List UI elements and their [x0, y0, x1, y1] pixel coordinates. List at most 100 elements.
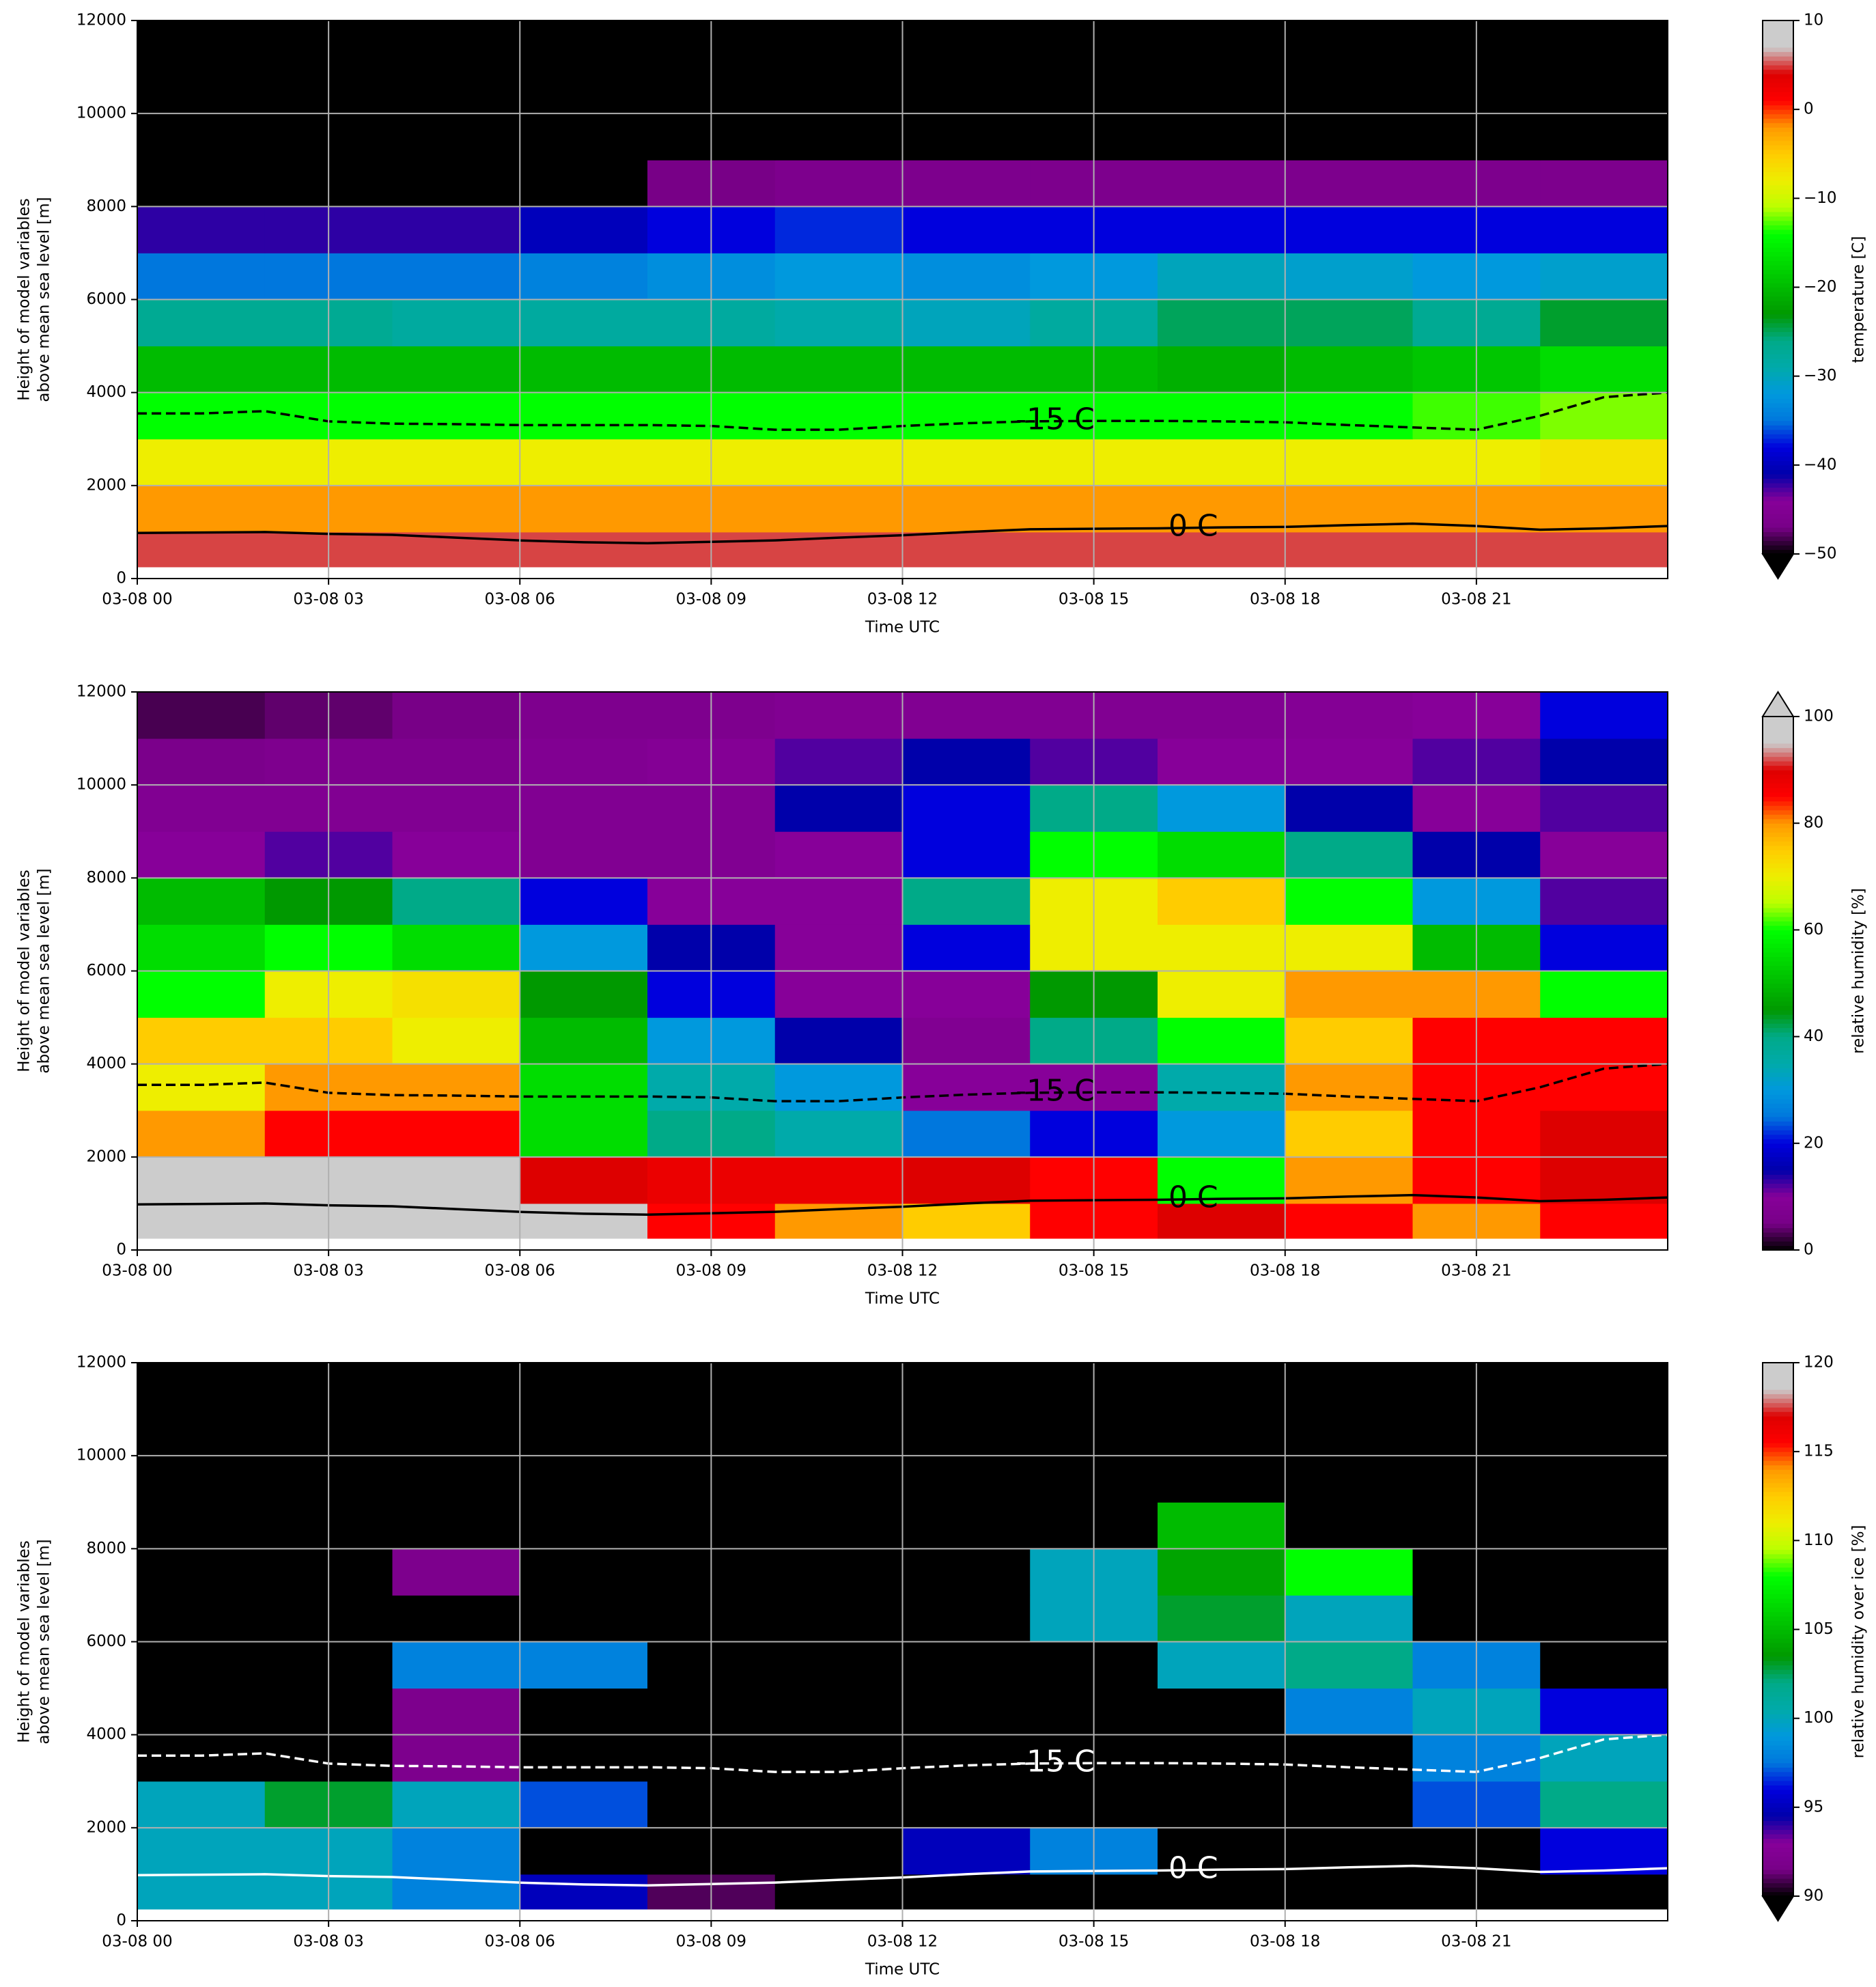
heatmap-cell — [520, 1827, 648, 1875]
colorbar-slice — [1763, 983, 1793, 988]
colorbar-slice — [1763, 1023, 1793, 1029]
heatmap-cell — [520, 878, 648, 925]
heatmap-cell — [392, 1502, 520, 1549]
heatmap-cell — [1540, 1502, 1668, 1549]
heatmap-cell — [137, 971, 266, 1018]
heatmap-cell — [1540, 924, 1668, 971]
colorbar-slice — [1763, 1001, 1793, 1006]
colorbar-extend — [1761, 691, 1795, 717]
heatmap-cell — [137, 1734, 266, 1782]
colorbar-slice — [1763, 163, 1793, 168]
colorbar-slice — [1763, 202, 1793, 208]
heatmap-cell — [137, 1595, 266, 1642]
colorbar-slice — [1763, 1571, 1793, 1576]
colorbar-slice — [1763, 83, 1793, 88]
colorbar-slice — [1763, 211, 1793, 217]
heatmap-cell — [392, 253, 520, 300]
colorbar-extend — [1761, 553, 1795, 580]
heatmap-cell — [1540, 1595, 1668, 1642]
heatmap-cell — [392, 439, 520, 486]
colorbar-slice — [1763, 87, 1793, 92]
colorbar-slice — [1763, 1838, 1793, 1844]
heatmap-cell — [1540, 1363, 1668, 1410]
heatmap-cell — [137, 924, 266, 971]
heatmap-cell — [774, 1734, 903, 1782]
colorbar-slice — [1763, 889, 1793, 895]
colorbar-slice — [1763, 372, 1793, 377]
colorbar-slice — [1763, 1567, 1793, 1572]
heatmap-cell — [902, 878, 1031, 925]
heatmap-cell — [1285, 1548, 1413, 1596]
colorbar-slice — [1763, 25, 1793, 30]
heatmap-cell — [902, 392, 1031, 440]
heatmap-cell — [137, 1156, 266, 1204]
heatmap-cell — [1158, 1064, 1286, 1111]
colorbar-slice — [1763, 207, 1793, 212]
colorbar-slice — [1763, 349, 1793, 355]
heatmap-cell — [1285, 1017, 1413, 1065]
heatmap-cell — [1540, 738, 1668, 786]
colorbar-slice — [1763, 438, 1793, 443]
heatmap-cell — [902, 1156, 1031, 1204]
colorbar-slice — [1763, 38, 1793, 44]
colorbar-slice — [1763, 1758, 1793, 1764]
colorbar-slice — [1763, 255, 1793, 262]
colorbar-slice — [1763, 947, 1793, 953]
heatmap-cell — [137, 531, 266, 568]
colorbar-slice — [1763, 1018, 1793, 1024]
y-axis-label: above mean sea level [m] — [36, 868, 53, 1073]
colorbar-label: relative humidity [%] — [1850, 888, 1868, 1054]
heatmap-cell — [1540, 831, 1668, 878]
colorbar-slice — [1763, 988, 1793, 993]
colorbar-tick-label: 80 — [1804, 814, 1823, 832]
heatmap-cell — [137, 346, 266, 393]
heatmap-cell — [137, 1688, 266, 1736]
contour-label: 0 C — [1168, 1180, 1218, 1215]
heatmap-cell — [902, 1502, 1031, 1549]
x-tick-label: 03-08 21 — [1441, 1933, 1511, 1951]
heatmap-cell — [774, 878, 903, 925]
heatmap-cell — [392, 692, 520, 739]
heatmap-cell — [1158, 392, 1286, 440]
heatmap-cell — [902, 160, 1031, 207]
heatmap-cell — [774, 253, 903, 300]
heatmap-cell — [774, 692, 903, 739]
colorbar-slice — [1763, 1665, 1793, 1670]
colorbar-slice — [1763, 305, 1793, 310]
heatmap-cell — [520, 692, 648, 739]
heatmap-cell — [1285, 206, 1413, 253]
x-tick-label: 03-08 06 — [485, 1262, 555, 1280]
heatmap-cell — [1158, 785, 1286, 832]
colorbar-slice — [1763, 1192, 1793, 1197]
heatmap-cell — [902, 299, 1031, 347]
colorbar-slice — [1763, 296, 1793, 301]
colorbar-slice — [1763, 1219, 1793, 1224]
colorbar-slice — [1763, 1714, 1793, 1719]
heatmap-cell — [902, 831, 1031, 878]
colorbar-slice — [1763, 738, 1793, 744]
colorbar-slice — [1763, 1687, 1793, 1693]
heatmap-cell — [1158, 1363, 1286, 1410]
colorbar-slice — [1763, 1425, 1793, 1430]
heatmap-cell — [902, 1064, 1031, 1111]
heatmap-cell — [902, 1827, 1031, 1875]
heatmap-cell — [902, 1203, 1031, 1239]
colorbar-slice — [1763, 301, 1793, 306]
heatmap-cell — [520, 439, 648, 486]
x-tick-label: 03-08 09 — [676, 591, 746, 609]
colorbar-slice — [1763, 841, 1793, 846]
heatmap-cell — [520, 531, 648, 568]
heatmap-cell — [1285, 1641, 1413, 1689]
colorbar-slice — [1763, 1416, 1793, 1421]
heatmap-cell — [392, 1548, 520, 1596]
heatmap-cell — [392, 485, 520, 533]
heatmap-cell — [1540, 439, 1668, 486]
colorbar-slice — [1763, 113, 1793, 119]
colorbar-slice — [1763, 523, 1793, 528]
colorbar-tick-label: −20 — [1804, 278, 1837, 296]
colorbar-slice — [1763, 229, 1793, 234]
colorbar-slice — [1763, 997, 1793, 1002]
colorbar-slice — [1763, 1611, 1793, 1617]
heatmap-cell — [392, 1734, 520, 1782]
heatmap-cell — [1285, 1874, 1413, 1910]
